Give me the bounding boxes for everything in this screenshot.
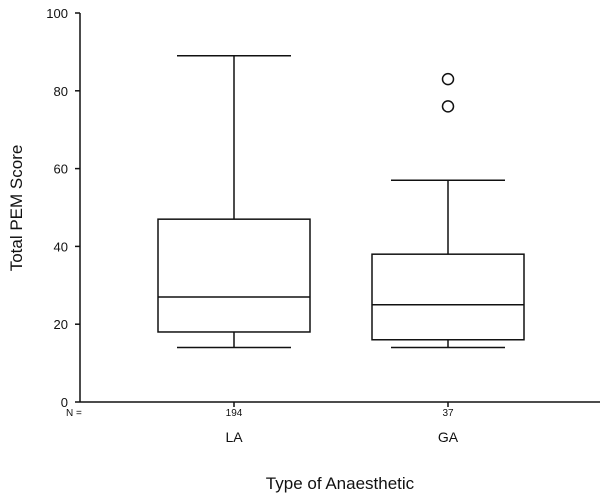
x-tick-label: LA <box>225 429 243 445</box>
outlier-point <box>441 72 455 86</box>
box-la <box>157 55 311 349</box>
axes: 0 20 40 60 80 100 194 LA 37 GA <box>46 6 600 445</box>
plot-area <box>157 55 525 349</box>
n-value-label: 194 <box>226 408 243 419</box>
x-tick-label: GA <box>438 429 459 445</box>
y-tick-label: 40 <box>54 239 68 254</box>
y-axis-label: Total PEM Score <box>7 145 26 272</box>
y-tick-label: 20 <box>54 317 68 332</box>
y-tick-label: 60 <box>54 162 68 177</box>
box-ga <box>371 72 525 349</box>
y-tick-label: 80 <box>54 84 68 99</box>
outlier-point <box>441 100 455 113</box>
n-label: N = <box>66 408 82 419</box>
iqr-box <box>157 218 311 333</box>
iqr-box <box>371 253 525 341</box>
n-value-label: 37 <box>442 408 454 419</box>
y-tick-label: 0 <box>61 395 68 410</box>
x-axis-label: Type of Anaesthetic <box>266 474 415 493</box>
y-tick-label: 100 <box>46 6 68 21</box>
